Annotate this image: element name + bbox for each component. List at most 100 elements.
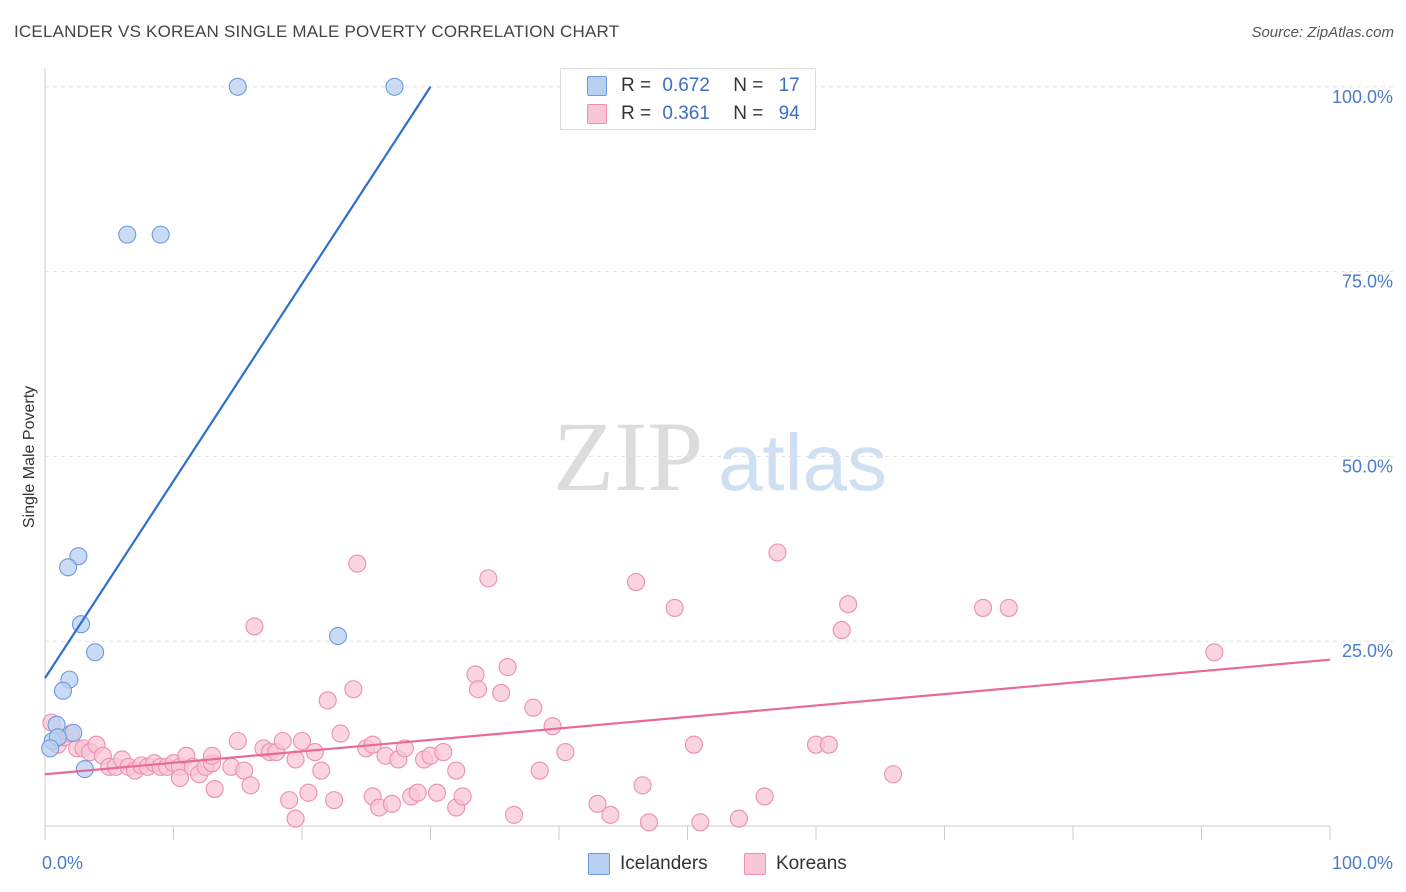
korean-point bbox=[382, 794, 402, 813]
korean-point bbox=[348, 554, 367, 573]
korean-point bbox=[633, 776, 652, 795]
koreans-trend-line bbox=[44, 658, 1331, 776]
x-tick-label-max: 100.0% bbox=[1332, 853, 1393, 873]
korean-point bbox=[203, 746, 222, 765]
korean-point bbox=[453, 787, 472, 806]
icelander-point bbox=[328, 626, 348, 646]
korean-point bbox=[999, 598, 1018, 617]
legend-n-value: 17 bbox=[778, 75, 800, 96]
koreans-points bbox=[42, 543, 1224, 832]
y-tick-label: 25.0% bbox=[1342, 641, 1393, 661]
legend-swatch-pink bbox=[587, 104, 607, 124]
icelander-point bbox=[59, 558, 78, 577]
korean-point bbox=[639, 813, 659, 832]
korean-point bbox=[492, 683, 511, 702]
legend-r-value: 0.361 bbox=[662, 103, 710, 124]
legend-r-value: 0.672 bbox=[662, 75, 710, 96]
source-label: Source: ZipAtlas.com bbox=[1251, 24, 1394, 41]
korean-point bbox=[819, 735, 838, 754]
korean-point bbox=[312, 761, 331, 780]
korean-point bbox=[729, 809, 748, 828]
korean-point bbox=[601, 805, 620, 824]
korean-point bbox=[408, 783, 427, 802]
korean-point bbox=[588, 794, 607, 813]
korean-point bbox=[530, 761, 549, 780]
icelander-point bbox=[41, 739, 60, 758]
korean-point bbox=[325, 791, 344, 810]
korean-point bbox=[241, 776, 260, 795]
icelanders-points bbox=[41, 77, 404, 779]
korean-point bbox=[447, 761, 466, 780]
korean-point bbox=[280, 791, 299, 810]
korean-point bbox=[504, 805, 524, 824]
korean-point bbox=[468, 680, 488, 699]
korean-point bbox=[479, 569, 498, 588]
y-tick-label: 50.0% bbox=[1342, 456, 1393, 476]
legend-r-label: R = bbox=[621, 103, 652, 124]
watermark: ZIP atlas bbox=[553, 401, 887, 512]
icelander-point bbox=[64, 723, 83, 742]
korean-point bbox=[684, 735, 703, 754]
korean-point bbox=[427, 783, 446, 802]
icelander-point bbox=[228, 77, 247, 96]
korean-point bbox=[665, 598, 684, 617]
icelanders-trend-line bbox=[44, 86, 432, 679]
korean-point bbox=[318, 691, 337, 710]
legend-r-label: R = bbox=[621, 75, 652, 96]
x-ticks bbox=[44, 826, 1331, 840]
korean-point bbox=[286, 809, 305, 828]
korean-point bbox=[556, 743, 575, 762]
icelander-point bbox=[69, 547, 88, 566]
korean-point bbox=[299, 783, 318, 802]
korean-point bbox=[395, 739, 414, 758]
korean-point bbox=[344, 680, 363, 699]
korean-point bbox=[170, 768, 189, 788]
korean-point bbox=[305, 743, 324, 762]
legend-n-value: 94 bbox=[778, 103, 800, 124]
watermark-atlas: atlas bbox=[718, 418, 887, 507]
korean-point bbox=[884, 765, 903, 784]
legend-n-label: N = bbox=[733, 75, 764, 96]
korean-point bbox=[973, 598, 993, 617]
trend-lines bbox=[44, 86, 1331, 776]
chart-title: ICELANDER VS KOREAN SINGLE MALE POVERTY … bbox=[14, 22, 620, 41]
korean-point bbox=[543, 717, 562, 736]
legend-text-koreans: R = 0.361 N = 94 bbox=[621, 103, 800, 125]
icelander-point bbox=[151, 225, 170, 244]
korean-point bbox=[228, 731, 247, 751]
korean-point bbox=[768, 543, 787, 562]
korean-point bbox=[627, 573, 646, 592]
icelander-point bbox=[53, 681, 73, 700]
gridlines bbox=[45, 86, 1395, 642]
y-tick-labels: 25.0% 50.0% 75.0% 100.0% bbox=[1332, 87, 1393, 661]
x-tick-label-min: 0.0% bbox=[42, 853, 83, 873]
legend-swatch-blue bbox=[587, 76, 607, 96]
korean-point bbox=[755, 787, 774, 806]
korean-point bbox=[832, 621, 851, 640]
bottom-legend-label: Icelanders bbox=[620, 853, 708, 874]
bottom-legend-label: Koreans bbox=[776, 853, 847, 874]
icelander-point bbox=[86, 643, 105, 662]
y-tick-label: 100.0% bbox=[1332, 87, 1393, 107]
bottom-legend-swatch-blue bbox=[588, 853, 610, 875]
korean-point bbox=[1205, 643, 1224, 662]
korean-point bbox=[691, 813, 710, 832]
korean-point bbox=[839, 595, 858, 614]
korean-point bbox=[331, 724, 350, 743]
legend-n-label: N = bbox=[733, 103, 764, 124]
korean-point bbox=[292, 731, 312, 751]
icelander-point bbox=[385, 77, 404, 96]
legend-text-icelanders: R = 0.672 N = 17 bbox=[621, 75, 800, 97]
bottom-legend-swatch-pink bbox=[744, 853, 766, 875]
korean-point bbox=[205, 779, 224, 799]
korean-point bbox=[498, 658, 517, 677]
korean-point bbox=[434, 743, 453, 762]
icelander-point bbox=[118, 225, 137, 244]
korean-point bbox=[245, 617, 264, 636]
korean-point bbox=[524, 698, 543, 717]
korean-point bbox=[466, 665, 485, 684]
y-axis-label: Single Male Poverty bbox=[21, 386, 38, 528]
y-tick-label: 75.0% bbox=[1342, 272, 1393, 292]
korean-point bbox=[273, 731, 292, 751]
